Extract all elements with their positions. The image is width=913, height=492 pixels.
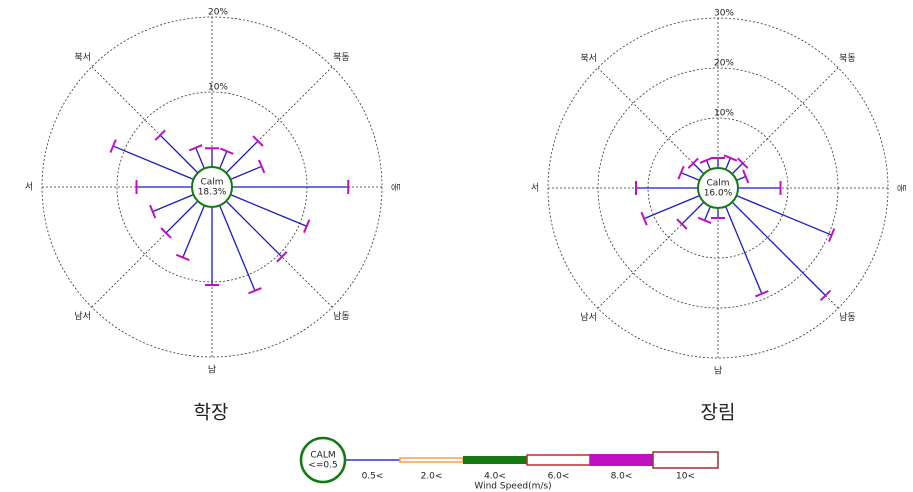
direction-label: 서 <box>25 182 33 193</box>
bar-cap <box>723 154 738 162</box>
direction-bar <box>152 194 194 213</box>
direction-bar <box>725 157 732 170</box>
bar-cap <box>248 287 262 295</box>
legend-calm <box>299 436 347 484</box>
bar-cap <box>699 156 714 164</box>
legend-label: 6.0< <box>548 472 570 482</box>
calm-value: 16.0% <box>704 189 733 199</box>
legend-label: 10< <box>676 472 695 482</box>
grid-ring <box>547 17 889 359</box>
direction-label: 남동 <box>839 312 856 323</box>
direction-bar <box>230 165 262 180</box>
chart-title: 장림 <box>701 402 736 424</box>
direction-label: 남서 <box>580 312 597 323</box>
bar-cap <box>737 157 749 169</box>
direction-bar <box>182 205 205 258</box>
direction-label: 북동 <box>839 53 856 64</box>
bar-cap <box>175 253 190 262</box>
bar-cap <box>188 144 203 152</box>
legend-calm-range: <=0.5 <box>308 461 337 471</box>
direction-bar <box>230 194 307 227</box>
bar-cap <box>276 251 288 263</box>
direction-bar <box>643 195 700 220</box>
grid-ring <box>597 67 839 309</box>
direction-bar <box>219 150 228 169</box>
bar-cap <box>303 219 311 234</box>
bar-cap <box>252 135 264 147</box>
ring-label: 30% <box>714 9 734 19</box>
direction-bar <box>736 195 832 236</box>
legend-title: Wind Speed(m/s) <box>474 482 551 492</box>
direction-bar <box>165 200 199 234</box>
bar-cap <box>640 211 648 226</box>
legend-swatch <box>590 454 653 466</box>
direction-bar <box>225 140 259 174</box>
direction-bar <box>725 206 763 295</box>
direction-label: 남 <box>714 366 722 377</box>
bar-cap <box>754 290 769 298</box>
calm-value: 18.3% <box>198 188 227 198</box>
direction-bar <box>680 172 700 181</box>
bar-cap <box>676 218 688 230</box>
bar-cap <box>677 165 685 180</box>
bar-cap <box>219 147 234 155</box>
bar-cap <box>109 139 117 153</box>
direction-bar <box>704 206 711 221</box>
grid-ring <box>41 16 383 358</box>
chart-title: 학장 <box>194 402 229 424</box>
bar-cap <box>149 204 157 219</box>
direction-bar <box>731 162 744 175</box>
ring-label: 10% <box>714 109 734 119</box>
direction-label: 북동 <box>333 52 350 63</box>
legend-label: 2.0< <box>421 472 443 482</box>
legend-calm-label: CALM <box>310 451 335 461</box>
calm-circle <box>191 166 233 208</box>
direction-bar <box>731 201 826 296</box>
legend-label: 0.5< <box>362 472 384 482</box>
direction-bar <box>219 205 256 291</box>
bar-cap <box>258 159 266 174</box>
direction-label: 남 <box>208 365 216 376</box>
ring-label: 10% <box>208 83 228 93</box>
legend-swatch <box>652 451 719 469</box>
bar-cap <box>154 129 166 141</box>
bar-cap <box>687 157 699 169</box>
legend-swatch <box>463 456 527 464</box>
bar-cap <box>742 169 750 184</box>
bar-cap <box>828 228 836 242</box>
direction-label: 남서 <box>74 311 91 322</box>
legend-label: 4.0< <box>484 472 506 482</box>
bar-cap <box>160 227 172 239</box>
spoke <box>597 67 705 175</box>
legend-swatch <box>345 459 400 461</box>
legend-swatch <box>399 457 464 463</box>
direction-bar <box>692 162 705 175</box>
direction-bar <box>225 200 283 258</box>
direction-label: 동 <box>390 183 401 191</box>
ring-label: 20% <box>208 8 228 18</box>
direction-label: 북서 <box>580 53 597 64</box>
direction-bar <box>681 201 705 225</box>
bar-cap <box>819 289 832 302</box>
direction-bar <box>195 147 205 169</box>
direction-bar <box>736 175 746 181</box>
grid-ring <box>647 117 789 259</box>
calm-text: Calm <box>706 179 729 189</box>
legend-label: 8.0< <box>611 472 633 482</box>
direction-label: 북서 <box>74 52 91 63</box>
direction-bar <box>112 145 194 180</box>
legend-swatch <box>526 454 591 466</box>
calm-text: Calm <box>200 178 223 188</box>
direction-bar <box>705 160 711 170</box>
bar-cap <box>697 216 712 224</box>
direction-label: 동 <box>896 184 907 192</box>
direction-bar <box>159 134 199 174</box>
calm-circle <box>697 167 739 209</box>
spoke <box>731 67 839 175</box>
direction-label: 서 <box>531 183 539 194</box>
ring-label: 20% <box>714 59 734 69</box>
direction-label: 남동 <box>333 311 350 322</box>
